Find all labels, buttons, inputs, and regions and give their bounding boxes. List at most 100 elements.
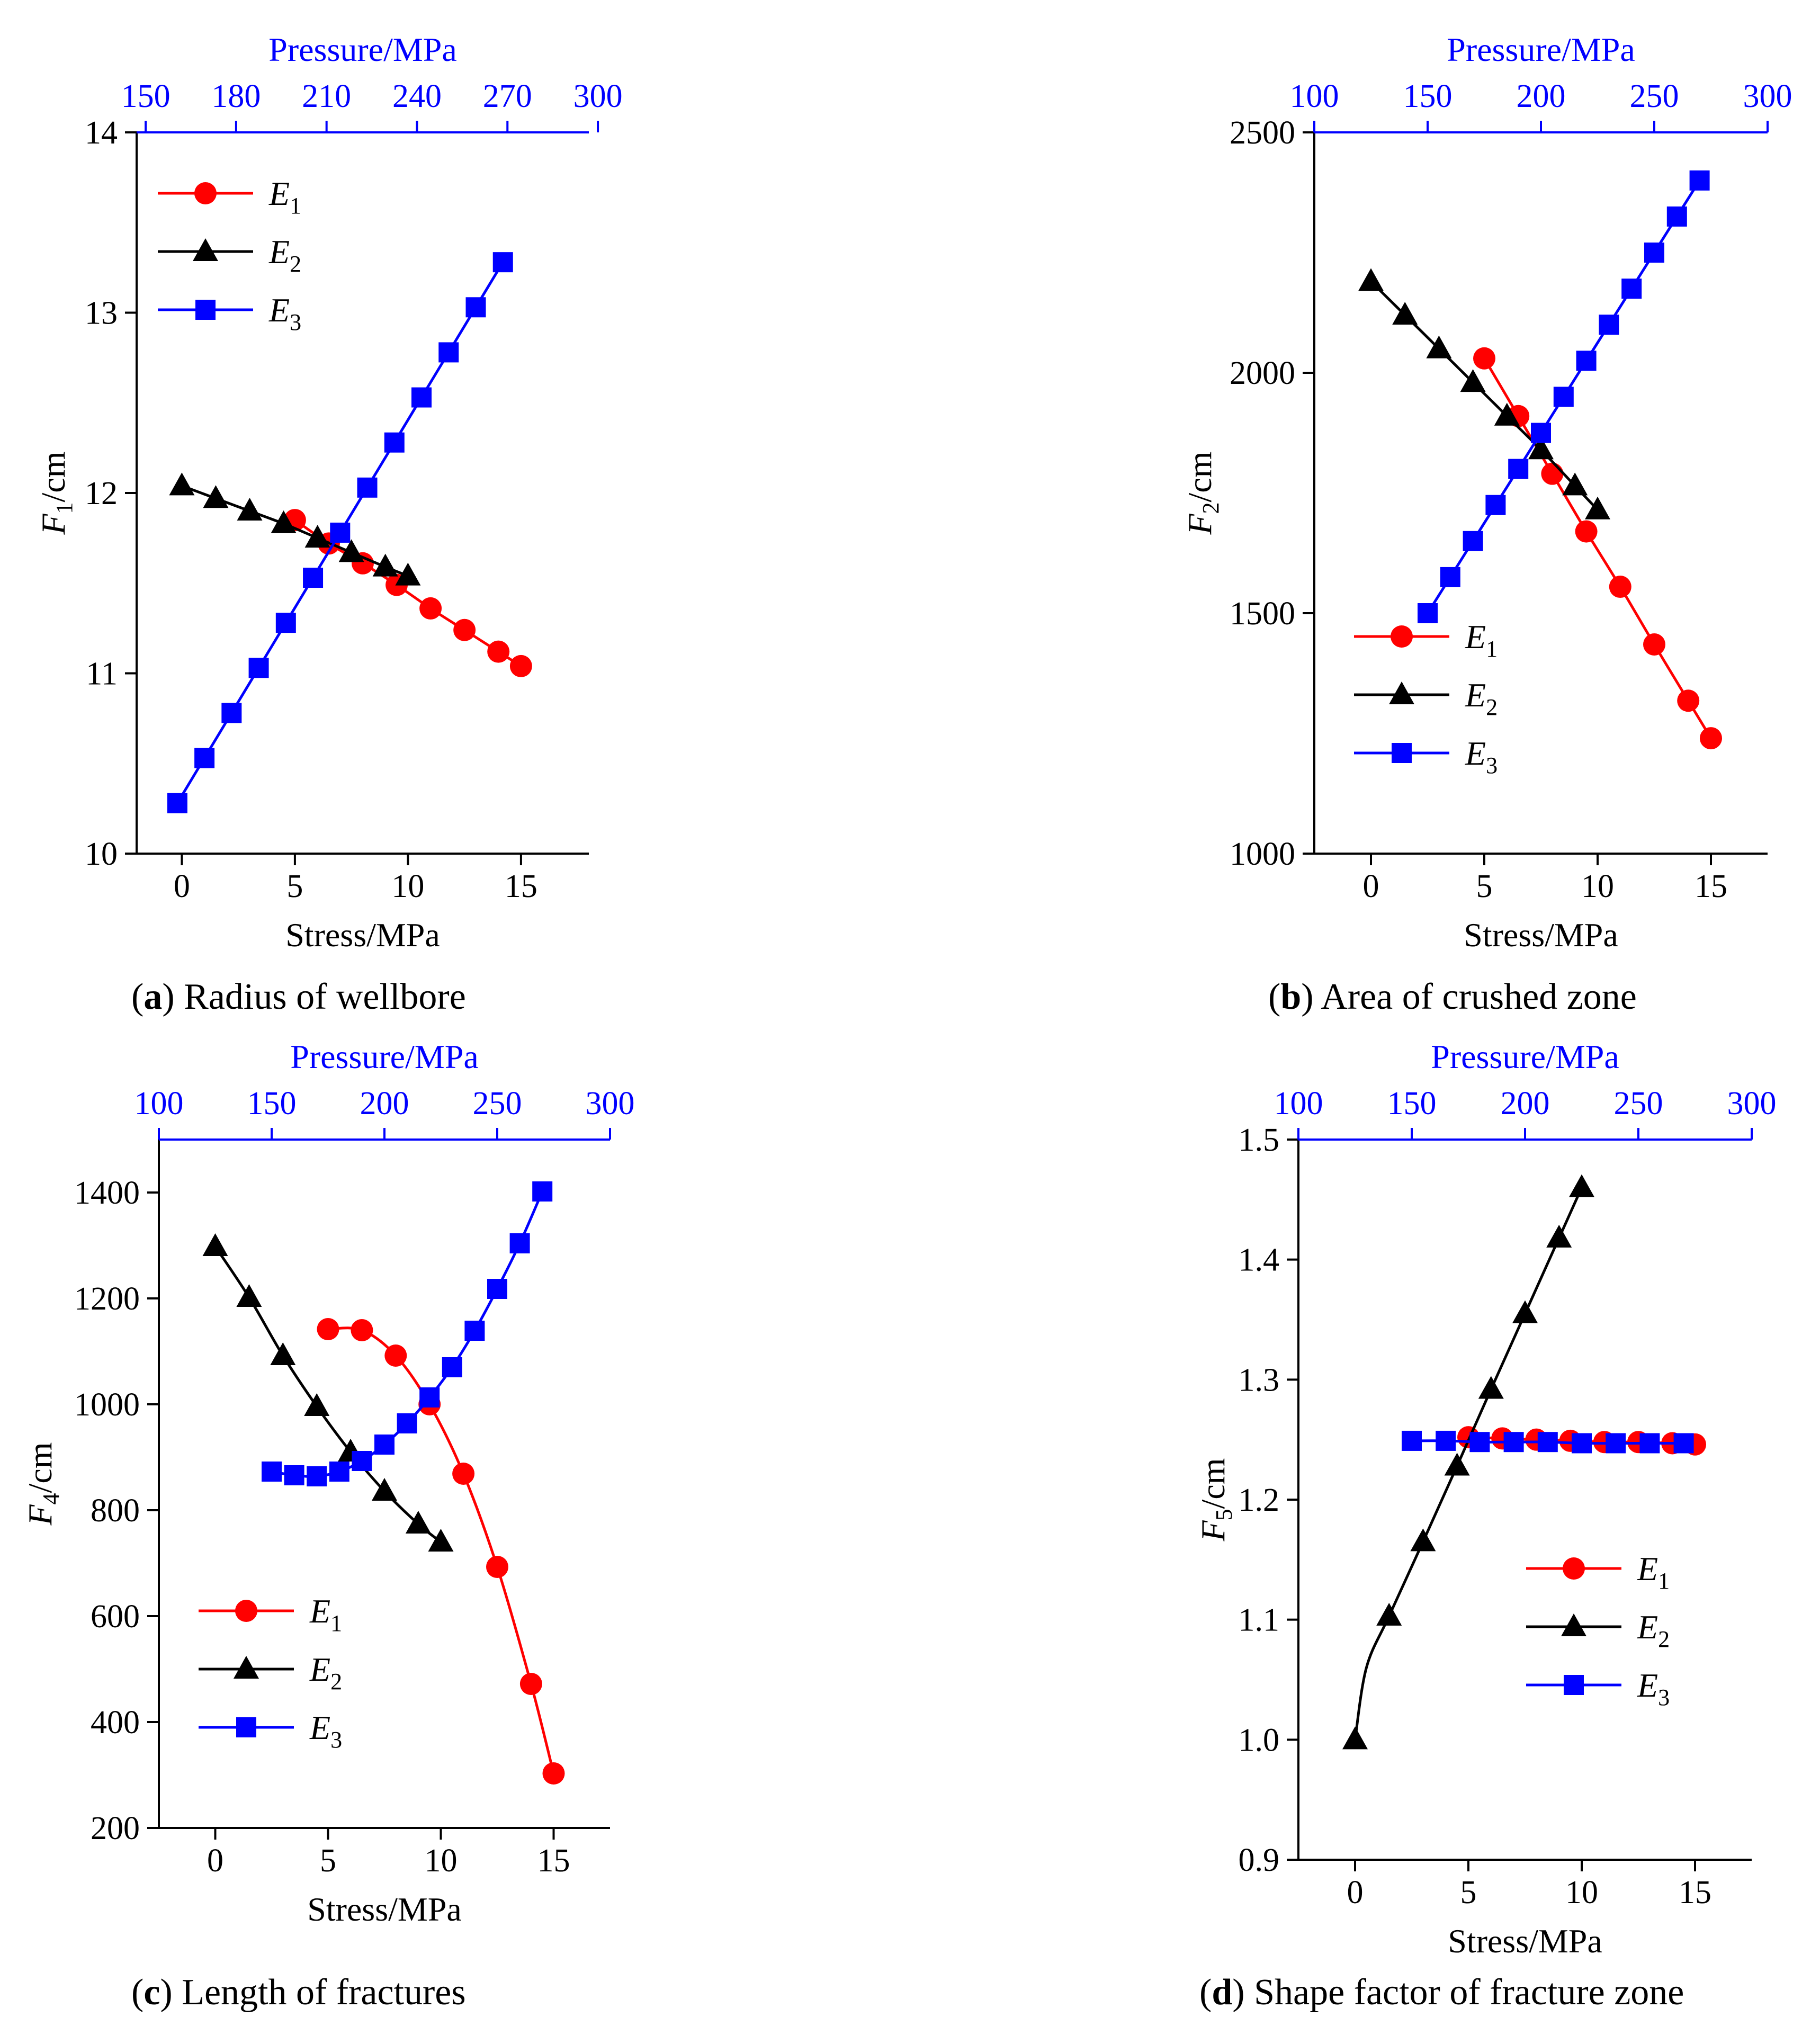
legend-label: E1 bbox=[309, 1592, 342, 1636]
x2-tick-label: 200 bbox=[360, 1086, 409, 1122]
series-E2-point bbox=[169, 472, 195, 496]
legend-subscript: 3 bbox=[1658, 1684, 1670, 1710]
y-axis-title: F5/cm bbox=[1194, 1458, 1237, 1541]
series-E2-point bbox=[237, 498, 263, 521]
legend-subscript: 2 bbox=[330, 1669, 342, 1695]
series-E1-point bbox=[1575, 520, 1598, 543]
y-tick-label: 14 bbox=[85, 115, 118, 151]
x2-tick-label: 300 bbox=[1743, 78, 1792, 114]
panel-caption: (b) Area of crushed zone bbox=[1268, 976, 1637, 1017]
caption-text: Shape factor of fracture zone bbox=[1245, 1972, 1684, 2013]
series-E1-point bbox=[317, 1318, 339, 1340]
series-E1-point bbox=[452, 1463, 475, 1485]
series-E1-point bbox=[1473, 347, 1495, 370]
series-E3-point bbox=[284, 1465, 304, 1485]
series-E2-point bbox=[1392, 302, 1418, 325]
legend-marker bbox=[1561, 1613, 1586, 1636]
legend-marker bbox=[235, 1600, 257, 1622]
legend-subscript: 3 bbox=[1486, 752, 1498, 778]
series-E3-point bbox=[464, 1321, 485, 1341]
legend-label: E2 bbox=[1465, 676, 1498, 720]
x-tick-label: 5 bbox=[286, 868, 303, 904]
series-E3-point bbox=[1673, 1433, 1694, 1454]
series-E1-point bbox=[1643, 633, 1665, 656]
series-E1-point bbox=[509, 655, 532, 677]
caption-text: Length of fractures bbox=[173, 1972, 466, 2013]
series-E3-point bbox=[419, 1387, 440, 1408]
series-E3-point bbox=[487, 1279, 507, 1299]
series-E3-line bbox=[271, 1191, 544, 1478]
series-E3-point bbox=[248, 658, 269, 678]
x-axis-title: Stress/MPa bbox=[1448, 1922, 1602, 1960]
series-E1-point bbox=[519, 1673, 542, 1695]
series-E3-point bbox=[1689, 170, 1710, 191]
legend-symbol: E bbox=[1637, 1666, 1658, 1704]
caption-text: Radius of wellbore bbox=[175, 976, 466, 1017]
x2-axis-title: Pressure/MPa bbox=[1447, 31, 1635, 68]
x2-tick-label: 270 bbox=[483, 78, 532, 114]
x2-tick-label: 250 bbox=[1630, 78, 1679, 114]
y-tick-label: 800 bbox=[91, 1493, 140, 1529]
legend-symbol: E bbox=[309, 1651, 330, 1688]
legend-subscript: 1 bbox=[1486, 636, 1498, 662]
y-tick-label: 1500 bbox=[1230, 596, 1295, 632]
y-tick-label: 600 bbox=[91, 1599, 140, 1635]
y-axis-symbol: F bbox=[1181, 514, 1218, 535]
caption-letter: a bbox=[144, 976, 162, 1017]
series-E2-point bbox=[395, 562, 421, 586]
x2-tick-label: 150 bbox=[121, 78, 171, 114]
series-E3-point bbox=[442, 1357, 462, 1377]
y-tick-label: 1000 bbox=[74, 1387, 140, 1423]
y-tick-label: 400 bbox=[91, 1705, 140, 1741]
legend-label: E2 bbox=[309, 1651, 342, 1695]
series-E3-point bbox=[1418, 603, 1438, 623]
x-tick-label: 0 bbox=[207, 1843, 223, 1879]
y-tick-label: 1200 bbox=[74, 1281, 140, 1317]
x2-tick-label: 100 bbox=[1274, 1086, 1323, 1122]
x-tick-label: 5 bbox=[320, 1843, 336, 1879]
x-axis-title: Stress/MPa bbox=[285, 916, 440, 954]
series-E3-point bbox=[262, 1462, 282, 1482]
x2-tick-label: 180 bbox=[211, 78, 261, 114]
y-axis-symbol: F bbox=[1194, 1520, 1232, 1542]
legend-label: E3 bbox=[1465, 734, 1498, 778]
x2-axis-title: Pressure/MPa bbox=[268, 31, 457, 68]
y-tick-label: 1.4 bbox=[1239, 1242, 1280, 1278]
legend-symbol: E bbox=[309, 1592, 330, 1630]
legend-subscript: 1 bbox=[1658, 1568, 1670, 1594]
x-tick-label: 10 bbox=[425, 1843, 458, 1879]
x2-tick-label: 240 bbox=[392, 78, 442, 114]
series-E2-point bbox=[1478, 1376, 1504, 1399]
series-E3-point bbox=[1666, 206, 1687, 227]
legend-marker bbox=[236, 1717, 256, 1737]
series-E3-point bbox=[411, 387, 432, 408]
series-E3-point bbox=[1606, 1433, 1626, 1454]
legend-marker bbox=[1389, 682, 1414, 704]
x-tick-label: 15 bbox=[1695, 868, 1727, 904]
legend-label: E2 bbox=[268, 233, 301, 277]
x-tick-label: 10 bbox=[1581, 868, 1614, 904]
series-E3-point bbox=[1440, 567, 1460, 587]
y-axis-subscript: 1 bbox=[51, 502, 77, 514]
legend-marker bbox=[234, 1656, 259, 1679]
series-E1-point bbox=[487, 640, 510, 663]
series-E3-point bbox=[397, 1413, 417, 1433]
y-axis-title: F2/cm bbox=[1181, 451, 1224, 535]
series-E2-point bbox=[1512, 1300, 1538, 1323]
y-tick-label: 1400 bbox=[74, 1175, 140, 1211]
y-tick-label: 200 bbox=[91, 1810, 140, 1846]
series-E3-point bbox=[1599, 315, 1619, 335]
y-tick-label: 2000 bbox=[1230, 355, 1295, 391]
series-E2-point bbox=[1376, 1602, 1402, 1626]
x2-axis-title: Pressure/MPa bbox=[1431, 1038, 1619, 1075]
legend-subscript: 3 bbox=[290, 309, 301, 335]
series-E3-point bbox=[1572, 1433, 1592, 1454]
y-tick-label: 2500 bbox=[1230, 115, 1295, 151]
legend-symbol: E bbox=[309, 1709, 330, 1746]
series-E3-point bbox=[194, 748, 215, 768]
y-tick-label: 11 bbox=[86, 656, 118, 692]
